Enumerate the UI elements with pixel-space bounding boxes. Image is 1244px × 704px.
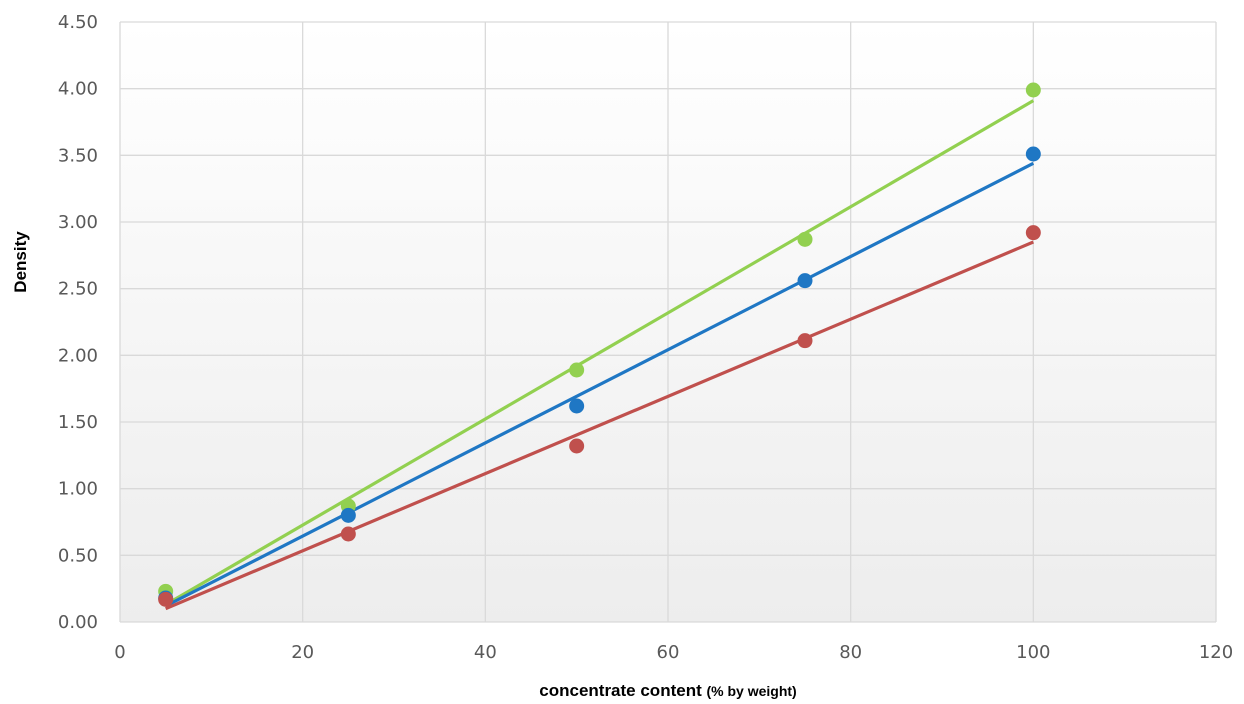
- x-tick-label: 80: [839, 642, 862, 663]
- tick-labels: 0 20 40 60 80 100 120 0.00 0.50 1.00 1.50 2.00 2.50 3…: [58, 12, 1233, 663]
- y-tick-label: 1.50: [58, 412, 98, 433]
- x-tick-label: 120: [1199, 642, 1233, 663]
- x-axis-title-unit: (% by weight): [706, 683, 796, 699]
- trendline-1: [164, 161, 1035, 608]
- data-points: [158, 82, 1041, 607]
- data-point-2-2: [569, 438, 585, 454]
- y-tick-label: 1.00: [58, 479, 98, 500]
- y-tick-label: 2.50: [58, 279, 98, 300]
- grid: [119, 21, 1217, 623]
- x-axis-title: concentrate content (% by weight): [539, 681, 796, 700]
- y-tick-label: 4.50: [58, 12, 98, 33]
- x-tick-label: 100: [1016, 642, 1050, 663]
- data-point-2-3: [797, 333, 813, 349]
- x-tick-label: 0: [114, 642, 125, 663]
- data-point-1-2: [569, 398, 585, 414]
- x-tick-label: 60: [657, 642, 680, 663]
- data-point-1-3: [797, 273, 813, 289]
- data-point-0-3: [797, 231, 813, 247]
- y-tick-label: 3.50: [58, 145, 98, 166]
- y-tick-label: 0.00: [58, 612, 98, 633]
- y-tick-label: 0.50: [58, 545, 98, 566]
- trendlines: [164, 99, 1035, 611]
- x-axis-title-main: concentrate content: [539, 681, 702, 700]
- trendline-0: [164, 99, 1035, 607]
- x-tick-label: 40: [474, 642, 497, 663]
- data-point-1-1: [340, 507, 356, 523]
- data-point-0-4: [1025, 82, 1041, 98]
- y-tick-label: 2.00: [58, 345, 98, 366]
- x-tick-label: 20: [291, 642, 314, 663]
- data-point-2-0: [158, 591, 174, 607]
- data-point-1-4: [1025, 146, 1041, 162]
- y-tick-label: 3.00: [58, 212, 98, 233]
- trendline-2: [165, 240, 1034, 611]
- data-point-2-1: [340, 526, 356, 542]
- y-axis-title: Density: [11, 231, 30, 293]
- y-tick-label: 4.00: [58, 79, 98, 100]
- data-point-2-4: [1025, 225, 1041, 241]
- data-point-0-2: [569, 362, 585, 378]
